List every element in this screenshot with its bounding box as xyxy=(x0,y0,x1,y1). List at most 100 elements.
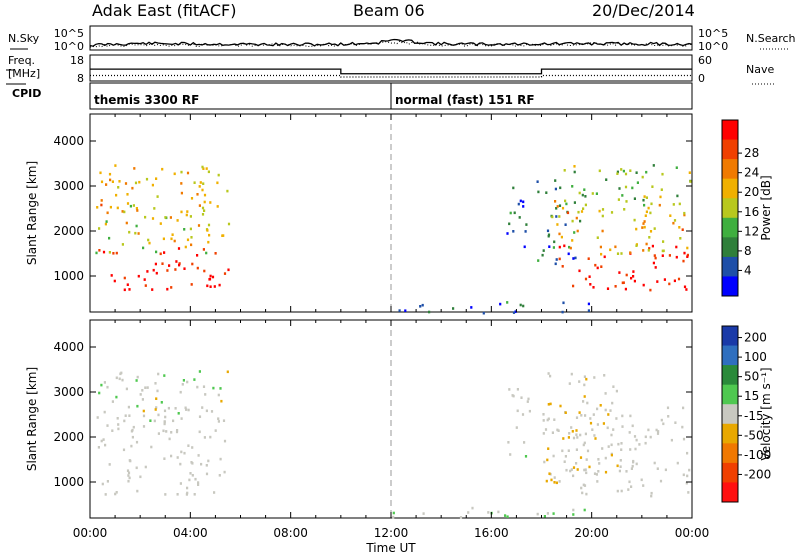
velocity-cell xyxy=(543,515,546,518)
power-cell xyxy=(675,255,678,259)
power-cell xyxy=(162,237,165,241)
power-cell xyxy=(178,262,181,265)
velocity-cell xyxy=(154,382,157,385)
power-cell xyxy=(201,188,204,192)
velocity-cell xyxy=(106,480,109,483)
power-cell xyxy=(125,221,128,225)
velocity-cell xyxy=(542,413,545,416)
velocity-cell xyxy=(553,418,556,421)
power-cell xyxy=(522,304,525,308)
velocity-cell xyxy=(126,469,130,472)
velocity-cell xyxy=(422,512,425,515)
velocity-cell xyxy=(198,370,201,373)
time-axis-label: Time UT xyxy=(365,541,416,554)
power-cell xyxy=(683,285,687,289)
power-cell xyxy=(554,262,557,266)
power-cell xyxy=(226,189,229,193)
velocity-cell xyxy=(635,438,638,442)
power-cell xyxy=(202,182,205,185)
velocity-cell xyxy=(547,417,550,421)
velocity-cell xyxy=(557,429,560,432)
nsearch-tick-top: 10^5 xyxy=(698,27,728,40)
power-cell xyxy=(551,215,554,219)
velocity-cell xyxy=(157,413,160,417)
velocity-cell xyxy=(555,481,558,485)
power-cell xyxy=(164,216,167,219)
power-cell xyxy=(601,208,605,211)
velocity-cell xyxy=(585,471,588,475)
velocity-cell xyxy=(156,389,159,393)
power-cell xyxy=(102,250,106,254)
velocity-cell xyxy=(572,466,576,469)
power-cell xyxy=(649,288,652,292)
nsky-series-solid xyxy=(89,38,693,47)
velocity-cell xyxy=(586,401,589,405)
power-cell xyxy=(643,195,646,198)
power-cell xyxy=(554,179,557,182)
power-cell xyxy=(201,165,204,169)
power-cell xyxy=(572,284,575,288)
power-cell xyxy=(686,246,689,250)
velocity-cell xyxy=(154,408,157,411)
power-cell xyxy=(683,251,686,255)
power-cell xyxy=(105,183,108,186)
power-cell xyxy=(514,310,517,313)
velocity-cell xyxy=(593,434,596,437)
power-ytick-label: 4000 xyxy=(53,134,84,148)
power-cell xyxy=(134,181,138,185)
velocity-cell xyxy=(650,494,653,498)
nsearch-tick-bottom: 10^0 xyxy=(698,40,728,53)
velocity-cell xyxy=(157,372,160,376)
power-cell xyxy=(190,236,193,239)
power-cell xyxy=(189,215,192,218)
power-cell xyxy=(661,254,664,257)
velocity-cell xyxy=(146,386,149,389)
power-colorbar-swatch xyxy=(722,276,738,297)
power-cell xyxy=(668,282,671,286)
velocity-cell xyxy=(630,467,633,470)
velocity-colorbar-label: -100 xyxy=(744,448,771,462)
power-cell xyxy=(645,210,648,214)
velocity-cell xyxy=(106,385,109,389)
power-cell xyxy=(136,209,139,212)
velocity-cell xyxy=(631,424,634,428)
power-cell xyxy=(563,244,566,248)
velocity-cell xyxy=(552,454,555,458)
power-ylabel: Slant Range [km] xyxy=(25,161,39,265)
velocity-cell xyxy=(597,470,600,473)
power-cell xyxy=(203,269,206,273)
velocity-cell xyxy=(198,430,201,434)
velocity-cell xyxy=(551,431,554,434)
power-cell xyxy=(603,255,606,259)
velocity-cell xyxy=(593,472,597,475)
velocity-cell xyxy=(567,436,570,439)
power-cell xyxy=(635,244,638,247)
power-cell xyxy=(523,245,526,249)
power-cell xyxy=(677,277,681,281)
freq-series-dotted xyxy=(90,74,692,78)
power-ytick-label: 3000 xyxy=(53,179,84,193)
velocity-cell xyxy=(220,399,223,403)
velocity-cell xyxy=(572,513,575,516)
power-cell xyxy=(673,279,676,283)
velocity-cell xyxy=(155,397,158,400)
power-cell xyxy=(558,204,562,207)
power-cell xyxy=(183,267,186,270)
velocity-cell xyxy=(131,428,134,432)
power-cell xyxy=(114,164,117,167)
power-cell xyxy=(123,288,126,292)
velocity-cell xyxy=(149,419,152,422)
power-cell xyxy=(555,215,558,218)
power-cell xyxy=(173,239,176,243)
velocity-cell xyxy=(163,457,166,460)
power-cell xyxy=(129,204,132,208)
velocity-cell xyxy=(596,407,599,411)
velocity-cell xyxy=(562,437,565,440)
velocity-cell xyxy=(141,389,144,392)
power-cell xyxy=(118,180,121,183)
velocity-cell xyxy=(120,371,123,375)
velocity-cell xyxy=(612,428,615,431)
radar-title: Adak East (fitACF) xyxy=(92,1,237,20)
nsky-tick-bottom: 10^0 xyxy=(54,40,84,53)
